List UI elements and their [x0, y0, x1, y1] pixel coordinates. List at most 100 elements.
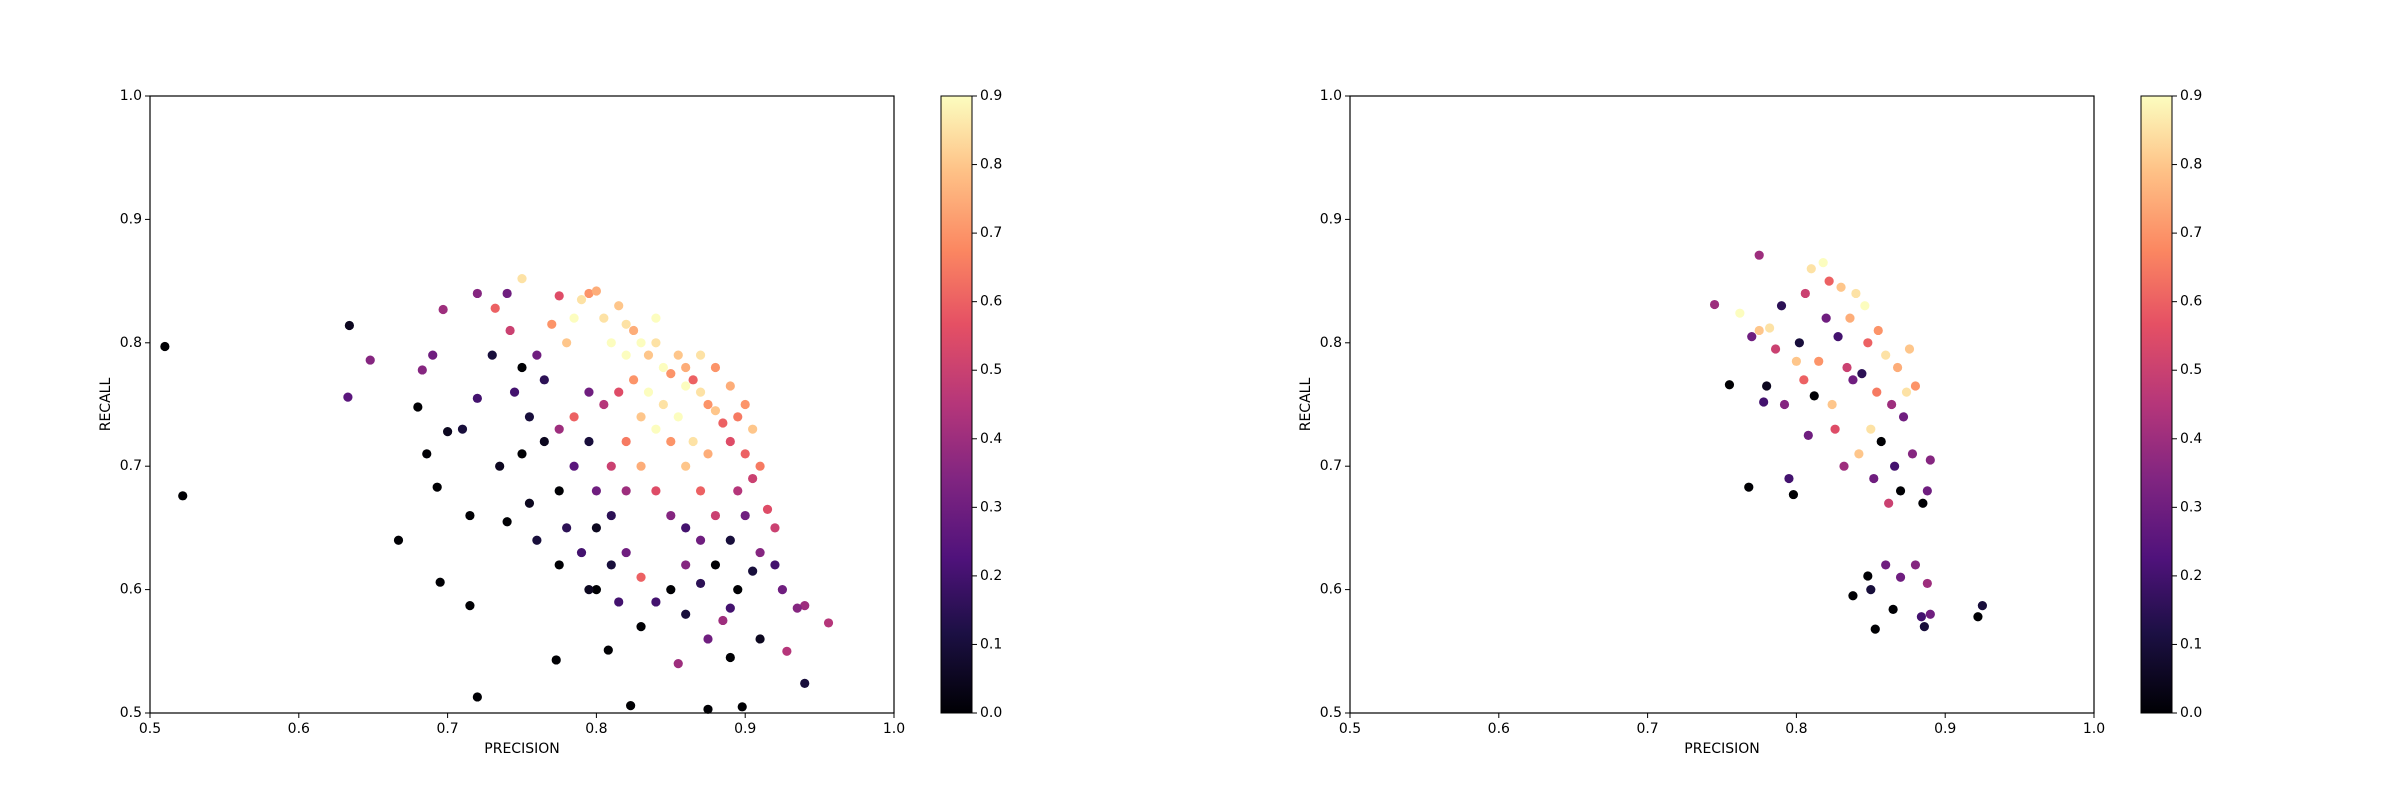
point	[465, 510, 475, 521]
point	[1724, 380, 1735, 390]
point	[651, 313, 661, 323]
point	[591, 486, 602, 496]
point	[569, 313, 579, 323]
point	[695, 387, 706, 397]
colorbar-tick-label: 0.8	[980, 157, 1002, 173]
point	[1922, 486, 1932, 496]
point	[703, 449, 713, 459]
point	[782, 646, 792, 656]
point	[1873, 325, 1883, 336]
point	[621, 319, 631, 329]
y-tick-label: 0.8	[120, 335, 142, 351]
point	[748, 566, 758, 576]
colorbar-tick-label: 0.3	[980, 499, 1002, 515]
point	[673, 412, 683, 422]
point	[770, 523, 780, 533]
point	[591, 523, 602, 533]
x-tick-label: 0.9	[734, 721, 756, 737]
point	[606, 560, 616, 570]
x-tick-label: 0.8	[585, 721, 607, 737]
point	[1892, 362, 1903, 373]
point	[576, 547, 587, 558]
point	[1910, 560, 1921, 570]
point	[695, 350, 706, 360]
point	[800, 601, 810, 611]
y-tick-label: 0.7	[120, 458, 142, 474]
point	[413, 402, 423, 412]
x-axis-label: PRECISION	[1684, 741, 1759, 757]
point	[428, 350, 438, 360]
point	[1839, 461, 1849, 471]
point	[1747, 332, 1757, 342]
point	[695, 578, 706, 589]
point	[1922, 578, 1932, 589]
y-tick-label: 0.9	[1320, 211, 1342, 227]
point	[1857, 369, 1867, 379]
x-tick-label: 1.0	[2083, 721, 2105, 737]
point	[539, 436, 549, 447]
point	[160, 341, 170, 352]
point	[1709, 299, 1720, 310]
point	[681, 609, 691, 619]
point	[651, 424, 661, 434]
point	[658, 399, 668, 410]
point	[725, 603, 735, 613]
point	[725, 652, 735, 663]
point	[666, 510, 676, 521]
point	[1836, 282, 1846, 292]
x-tick-label: 0.5	[139, 721, 161, 737]
point	[725, 436, 735, 447]
point	[666, 585, 676, 595]
y-tick-label: 1.0	[1320, 88, 1342, 104]
point	[1851, 288, 1861, 299]
x-tick-label: 0.6	[288, 721, 310, 737]
point	[505, 325, 515, 336]
point	[710, 406, 721, 416]
point	[1791, 356, 1801, 366]
point	[1884, 498, 1894, 508]
point	[539, 375, 549, 385]
point	[554, 486, 564, 496]
point	[1918, 498, 1928, 508]
x-tick-label: 0.8	[1785, 721, 1807, 737]
point	[532, 535, 542, 545]
point	[1848, 375, 1858, 385]
point	[1925, 609, 1935, 619]
point	[591, 585, 602, 595]
point	[1833, 332, 1843, 342]
point	[748, 473, 758, 484]
colorbar-tick-label: 0.5	[2180, 362, 2202, 378]
point	[1814, 356, 1824, 366]
point	[614, 597, 624, 607]
point	[1866, 585, 1876, 595]
point	[614, 387, 624, 397]
point	[1854, 449, 1864, 459]
point	[1898, 412, 1909, 422]
point	[1910, 381, 1921, 391]
point	[651, 486, 661, 496]
point	[755, 547, 765, 558]
point	[614, 301, 624, 311]
point	[524, 412, 535, 422]
point	[718, 418, 728, 428]
point	[762, 504, 773, 514]
point	[517, 449, 527, 459]
point	[432, 482, 442, 492]
point	[438, 304, 448, 315]
x-tick-label: 0.9	[1934, 721, 1956, 737]
x-axis-label: PRECISION	[484, 741, 559, 757]
colorbar-tick-label: 0.1	[2180, 636, 2202, 652]
point	[343, 392, 353, 402]
point	[621, 486, 631, 496]
point	[1869, 473, 1879, 484]
y-tick-label: 0.6	[1320, 582, 1342, 598]
point	[1863, 338, 1873, 348]
point	[495, 461, 505, 471]
point	[1872, 387, 1882, 397]
point	[1919, 622, 1929, 632]
point	[1916, 612, 1926, 622]
point	[584, 585, 594, 595]
y-tick-label: 0.5	[120, 705, 142, 721]
point	[1842, 362, 1852, 373]
